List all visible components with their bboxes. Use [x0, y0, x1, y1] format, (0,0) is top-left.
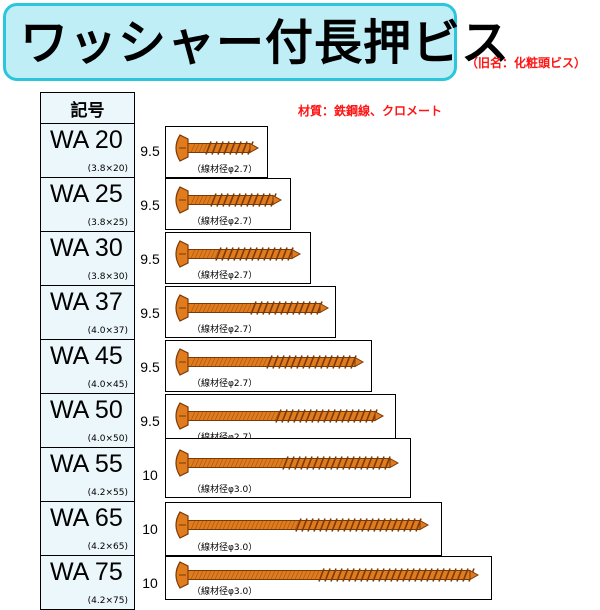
head-diameter: 9.5 [140, 251, 160, 267]
screw-icon [175, 134, 260, 162]
product-code: WA 20 [50, 126, 123, 154]
head-diameter: 9.5 [140, 413, 160, 429]
product-size: (4.0×50) [87, 434, 128, 444]
screw-illustration: （線材径φ2.7） [165, 232, 311, 284]
screw-icon [175, 294, 330, 322]
screw-icon [175, 402, 385, 430]
code-cell: WA 30 (3.8×30) [40, 232, 135, 286]
code-cell: WA 45 (4.0×45) [40, 340, 135, 394]
old-name-note: （旧名：化粧頭ビス） [466, 56, 587, 70]
head-diameter: 9.5 [140, 359, 160, 375]
screw-icon [175, 449, 400, 477]
screw-illustration: （線材径φ2.7） [165, 286, 336, 338]
product-code: WA 25 [50, 180, 123, 208]
screw-icon [175, 240, 302, 268]
screw-illustration: （線材径φ2.7） [165, 394, 396, 446]
code-cell: WA 25 (3.8×25) [40, 178, 135, 232]
product-size: (3.8×25) [87, 218, 128, 228]
material-note: 材質：鉄鋼線、クロメート [298, 104, 443, 118]
product-code: WA 30 [50, 234, 123, 262]
screw-icon [175, 561, 480, 589]
wire-diameter-note: （線材径φ2.7） [192, 325, 258, 335]
product-size: (4.0×37) [87, 326, 128, 336]
product-code: WA 37 [50, 288, 123, 316]
head-diameter: 10 [142, 467, 158, 483]
product-size: (4.2×75) [87, 596, 128, 606]
wire-diameter-note: （線材径φ2.7） [192, 217, 258, 227]
product-size: (4.2×65) [87, 542, 128, 552]
screw-illustration: （線材径φ3.0） [165, 556, 492, 600]
table-header-code: 記号 [40, 92, 135, 124]
screw-illustration: （線材径φ3.0） [165, 438, 411, 498]
screw-illustration: （線材径φ2.7） [165, 178, 291, 230]
screw-illustration: （線材径φ3.0） [165, 502, 442, 556]
wire-diameter-note: （線材径φ2.7） [192, 165, 258, 175]
wire-diameter-note: （線材径φ3.0） [192, 587, 258, 597]
product-size: (3.8×20) [87, 164, 128, 174]
head-diameter: 10 [142, 575, 158, 591]
product-code: WA 55 [50, 450, 123, 478]
product-size: (4.2×55) [87, 488, 128, 498]
screw-icon [175, 348, 365, 376]
product-code: WA 65 [50, 504, 123, 532]
product-code: WA 45 [50, 342, 123, 370]
wire-diameter-note: （線材径φ3.0） [192, 485, 258, 495]
wire-diameter-note: （線材径φ2.7） [192, 271, 258, 281]
head-diameter: 10 [142, 521, 158, 537]
product-code: WA 50 [50, 396, 123, 424]
code-cell: WA 50 (4.0×50) [40, 394, 135, 448]
page-title: ワッシャー付長押ビス [20, 15, 511, 71]
head-diameter: 9.5 [140, 305, 160, 321]
product-size: (4.0×45) [87, 380, 128, 390]
title-banner: ワッシャー付長押ビス [3, 3, 509, 81]
code-cell: WA 37 (4.0×37) [40, 286, 135, 340]
code-cell: WA 20 (3.8×20) [40, 124, 135, 178]
product-code: WA 75 [50, 558, 123, 586]
head-diameter: 9.5 [140, 143, 160, 159]
screw-icon [175, 511, 430, 539]
screw-icon [175, 186, 283, 214]
wire-diameter-note: （線材径φ2.7） [192, 379, 258, 389]
code-cell: WA 65 (4.2×65) [40, 502, 135, 556]
wire-diameter-note: （線材径φ3.0） [192, 543, 258, 553]
code-cell: WA 55 (4.2×55) [40, 448, 135, 502]
product-size: (3.8×30) [87, 272, 128, 282]
screw-illustration: （線材径φ2.7） [165, 340, 372, 392]
head-diameter: 9.5 [140, 197, 160, 213]
screw-illustration: （線材径φ2.7） [165, 126, 268, 178]
code-cell: WA 75 (4.2×75) [40, 556, 135, 610]
